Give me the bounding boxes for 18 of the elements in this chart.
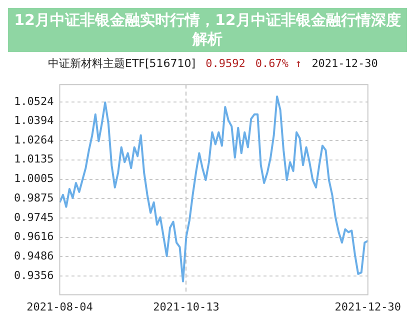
y-tick-label: 0.9745: [14, 210, 54, 224]
y-tick-label: 0.9356: [14, 268, 54, 282]
y-tick-label: 0.9616: [14, 230, 54, 244]
text: 2021-12-30: [312, 56, 378, 70]
y-tick-label: 0.9486: [14, 249, 54, 262]
chart-title: 12月中证非银金融实时行情，12月中证非银金融行情深度解析: [8, 8, 407, 52]
y-tick-label: 1.0524: [14, 94, 54, 108]
text: 0.67% ↑: [255, 56, 302, 70]
y-tick-label: 1.0264: [14, 134, 54, 147]
x-tick-label: 2021-08-04: [26, 300, 94, 314]
y-tick-label: 1.0394: [14, 114, 54, 128]
x-tick-label: 2021-10-13: [153, 300, 220, 314]
y-tick-label: 0.9875: [14, 192, 54, 205]
y-tick-label: 1.0135: [14, 152, 54, 166]
y-tick-label: 1.0005: [14, 172, 54, 186]
x-tick-label: 2021-12-30: [334, 300, 402, 314]
text: 0.9592: [206, 56, 246, 70]
chart-subtitle: 中证新材料主题ETF[516710]: [48, 56, 196, 70]
